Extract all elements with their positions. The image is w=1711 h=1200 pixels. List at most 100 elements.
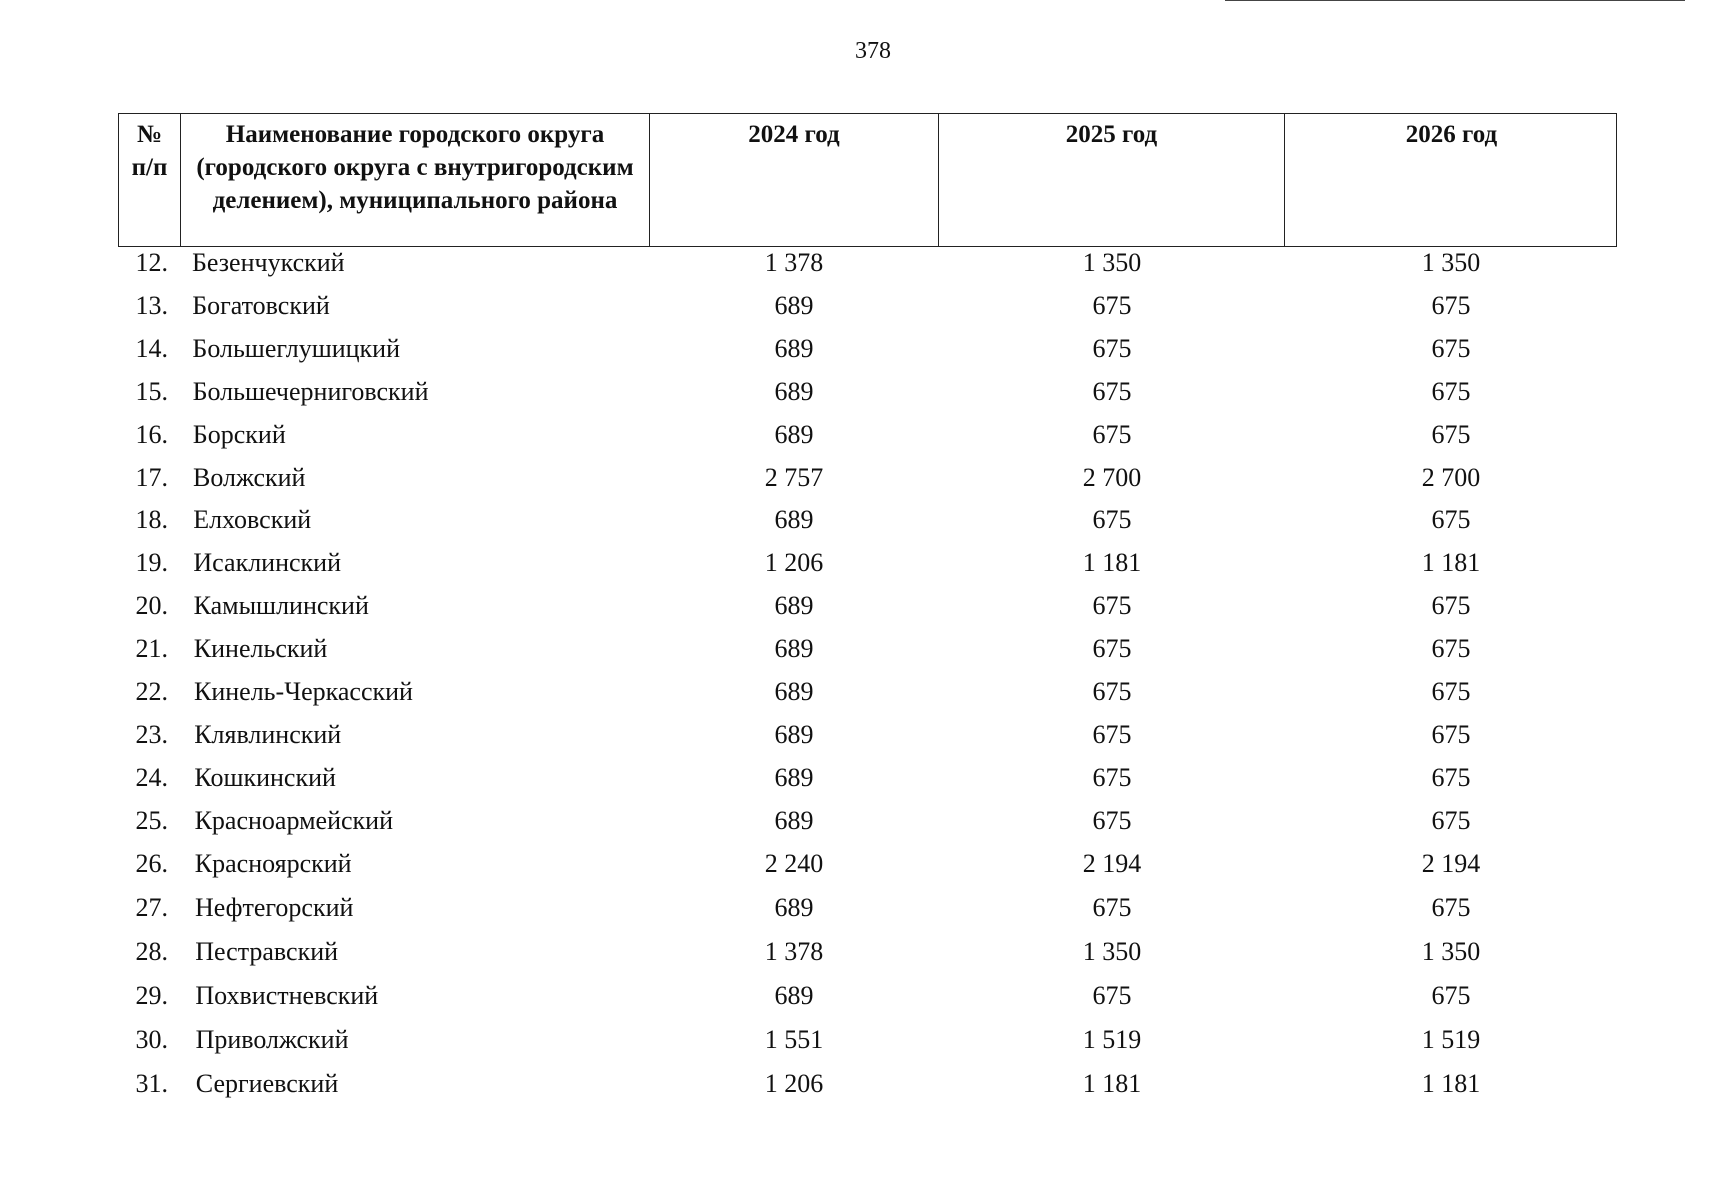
value-cell: 675 xyxy=(1431,805,1471,835)
value-cell: 689 xyxy=(774,333,814,363)
value-cell: 675 xyxy=(1092,677,1132,706)
value-cell: 1 350 xyxy=(1421,248,1481,277)
district-name: Большечерниговский xyxy=(192,376,429,406)
value-cell: 1 350 xyxy=(1421,936,1481,966)
header-cell: № п/п xyxy=(119,114,181,246)
value-cell: 675 xyxy=(1092,762,1132,792)
header-cell: 2024 год xyxy=(650,114,939,246)
value-cell: 689 xyxy=(774,892,814,922)
district-name: Елховский xyxy=(193,505,312,535)
district-name: Сергиевский xyxy=(195,1069,339,1099)
value-cell: 675 xyxy=(1431,290,1471,320)
row-number: 17. xyxy=(135,462,169,492)
value-cell: 2 194 xyxy=(1082,848,1142,878)
value-cell: 689 xyxy=(774,719,814,749)
value-cell: 675 xyxy=(1092,333,1132,363)
row-number: 12. xyxy=(135,248,169,277)
header-cell: 2025 год xyxy=(939,114,1285,246)
row-number: 19. xyxy=(135,548,169,578)
row-number: 31. xyxy=(135,1069,169,1099)
value-cell: 675 xyxy=(1431,892,1471,922)
value-cell: 689 xyxy=(774,980,814,1010)
row-number: 18. xyxy=(135,505,169,535)
district-name: Красноармейский xyxy=(194,805,393,835)
value-cell: 675 xyxy=(1431,376,1471,406)
row-number: 15. xyxy=(135,376,169,406)
row-number: 21. xyxy=(135,634,169,664)
value-cell: 675 xyxy=(1092,980,1132,1010)
value-cell: 675 xyxy=(1092,719,1132,749)
value-cell: 1 519 xyxy=(1421,1025,1481,1054)
value-cell: 1 350 xyxy=(1082,248,1142,277)
value-cell: 1 206 xyxy=(764,548,824,578)
row-number: 14. xyxy=(135,333,169,363)
value-cell: 689 xyxy=(774,505,814,535)
table-header: № п/п Наименование городского округа (гор… xyxy=(118,113,1617,247)
value-cell: 689 xyxy=(774,762,814,792)
value-cell: 675 xyxy=(1092,805,1132,835)
value-cell: 1 378 xyxy=(764,936,824,966)
row-number: 13. xyxy=(135,290,169,320)
district-name: Борский xyxy=(192,419,286,449)
district-name: Красноярский xyxy=(194,848,352,878)
district-name: Кошкинский xyxy=(194,762,336,792)
value-cell: 1 551 xyxy=(764,1025,824,1054)
value-cell: 1 378 xyxy=(764,248,824,277)
value-cell: 675 xyxy=(1431,505,1471,535)
value-cell: 1 181 xyxy=(1421,1069,1481,1099)
value-cell: 675 xyxy=(1431,333,1471,363)
value-cell: 675 xyxy=(1092,505,1132,535)
value-cell: 675 xyxy=(1431,719,1471,749)
page-number: 378 xyxy=(855,38,891,64)
value-cell: 675 xyxy=(1092,290,1132,320)
value-cell: 2 700 xyxy=(1421,462,1481,492)
value-cell: 689 xyxy=(774,634,814,664)
value-cell: 675 xyxy=(1431,591,1471,621)
district-name: Клявлинский xyxy=(194,719,342,749)
header-cell: 2026 год xyxy=(1405,121,1498,148)
value-cell: 675 xyxy=(1092,376,1132,406)
row-number: 25. xyxy=(135,805,169,835)
district-name: Волжский xyxy=(193,462,306,492)
row-number: 24. xyxy=(135,762,169,792)
value-cell: 689 xyxy=(774,677,814,706)
value-cell: 675 xyxy=(1431,980,1471,1010)
district-name: Безенчукский xyxy=(192,248,345,277)
value-cell: 689 xyxy=(774,419,814,449)
value-cell: 2 194 xyxy=(1421,848,1481,878)
district-name: Большеглушицкий xyxy=(192,333,400,363)
value-cell: 675 xyxy=(1431,677,1471,706)
value-cell: 689 xyxy=(774,805,814,835)
district-name: Похвистневский xyxy=(195,980,379,1010)
row-number: 30. xyxy=(135,1025,169,1054)
value-cell: 675 xyxy=(1431,762,1471,792)
district-name: Кинельский xyxy=(193,634,328,664)
value-cell: 1 181 xyxy=(1082,548,1142,578)
value-cell: 675 xyxy=(1092,892,1132,922)
value-cell: 1 181 xyxy=(1082,1069,1142,1099)
value-cell: 689 xyxy=(774,376,814,406)
district-name: Исаклинский xyxy=(193,548,341,578)
district-name: Нефтегорский xyxy=(195,892,354,922)
value-cell: 1 181 xyxy=(1421,548,1481,578)
row-number: 20. xyxy=(135,591,169,621)
value-cell: 689 xyxy=(774,591,814,621)
value-cell: 689 xyxy=(774,290,814,320)
row-number: 22. xyxy=(135,677,169,706)
value-cell: 675 xyxy=(1092,634,1132,664)
value-cell: 2 700 xyxy=(1082,462,1142,492)
scan-edge xyxy=(1225,0,1685,1)
value-cell: 675 xyxy=(1092,419,1132,449)
row-number: 26. xyxy=(135,848,169,878)
value-cell: 2 240 xyxy=(764,848,824,878)
value-cell: 1 519 xyxy=(1082,1025,1142,1054)
value-cell: 675 xyxy=(1431,419,1471,449)
district-name: Камышлинский xyxy=(193,591,369,621)
value-cell: 675 xyxy=(1431,634,1471,664)
value-cell: 675 xyxy=(1092,591,1132,621)
header-cell: Наименование городского округа (городско… xyxy=(181,114,650,246)
district-name: Кинель-Черкасский xyxy=(194,677,413,706)
row-number: 23. xyxy=(135,719,169,749)
district-name: Пестравский xyxy=(195,936,339,966)
